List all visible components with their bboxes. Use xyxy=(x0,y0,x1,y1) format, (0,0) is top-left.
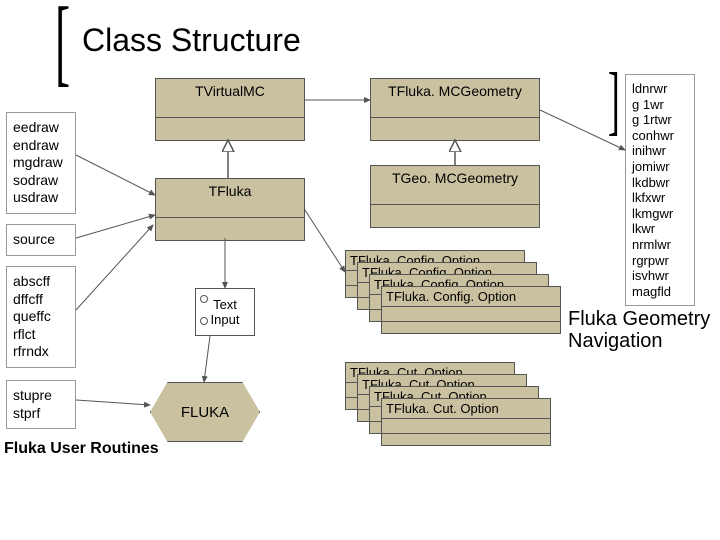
right-caption-l1: Fluka Geometry xyxy=(568,308,710,331)
left-caption: Fluka User Routines xyxy=(4,440,159,458)
text-input-doc: Text Input xyxy=(195,288,255,336)
cut-layer-4: TFluka. Cut. Option xyxy=(382,399,550,419)
bracket-right: ] xyxy=(608,62,620,139)
bracket-left: [ xyxy=(55,0,70,92)
class-tflukamcgeo-label: TFluka. MCGeometry xyxy=(371,79,539,118)
class-tvirtualmc: TVirtualMC xyxy=(155,78,305,141)
routines-group-2: source xyxy=(6,224,76,256)
cut-option-stack: TFluka. Cut. Option TFluka. Cut. Option … xyxy=(345,362,565,432)
class-tvirtualmc-label: TVirtualMC xyxy=(156,79,304,118)
fluka-hex: FLUKA xyxy=(150,382,260,442)
fluka-hex-label: FLUKA xyxy=(181,404,229,421)
right-caption-l2: Navigation xyxy=(568,330,663,353)
routines-group-3: abscff dffcff queffc rflct rfrndx xyxy=(6,266,76,368)
text-input-l1: Text xyxy=(196,297,254,312)
class-tgeomcgeo-label: TGeo. MCGeometry xyxy=(371,166,539,205)
routines-group-4: stupre stprf xyxy=(6,380,76,429)
class-tflukamcgeo: TFluka. MCGeometry xyxy=(370,78,540,141)
class-tfluka: TFluka xyxy=(155,178,305,241)
page-title: Class Structure xyxy=(82,22,301,59)
class-tgeomcgeo: TGeo. MCGeometry xyxy=(370,165,540,228)
config-layer-4: TFluka. Config. Option xyxy=(382,287,560,307)
routines-group-1: eedraw endraw mgdraw sodraw usdraw xyxy=(6,112,76,214)
routines-geometry: ldnrwr g 1wr g 1rtwr conhwr inihwr jomiw… xyxy=(625,74,695,306)
config-option-stack: TFluka. Config. Option TFluka. Config. O… xyxy=(345,250,565,320)
text-input-l2: Input xyxy=(196,312,254,327)
class-tfluka-label: TFluka xyxy=(156,179,304,218)
